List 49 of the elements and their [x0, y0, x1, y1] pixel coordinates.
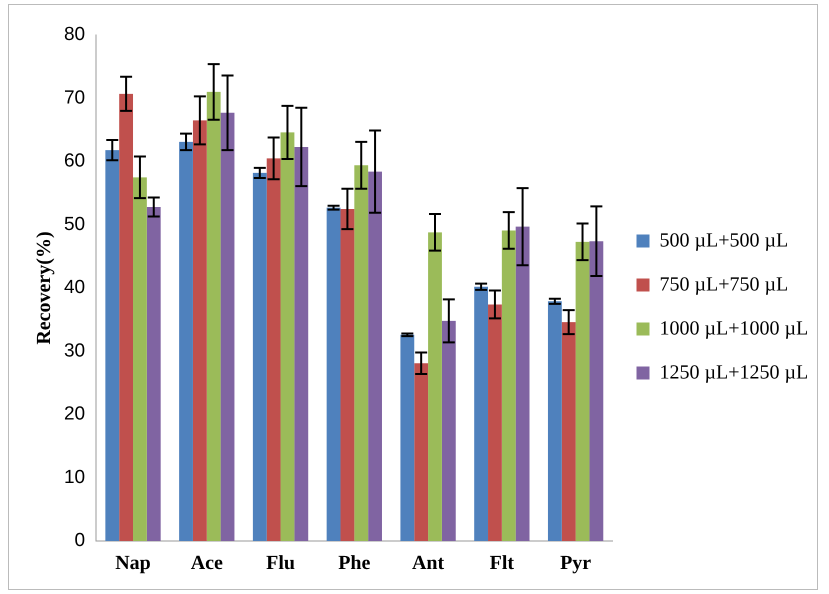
bar — [179, 142, 193, 541]
y-tick-label: 20 — [64, 404, 86, 425]
y-tick-label: 40 — [64, 277, 86, 298]
bar — [428, 232, 442, 541]
x-tick-label: Ace — [190, 552, 223, 574]
y-tick-label: 30 — [64, 340, 86, 362]
bar — [105, 150, 120, 541]
legend-label: 750 µL+750 µL — [660, 273, 788, 296]
bar — [502, 230, 516, 541]
x-tick-label: Flt — [490, 552, 514, 574]
legend-label: 1250 µL+1250 µL — [660, 361, 808, 384]
bar — [400, 334, 414, 541]
legend-label: 500 µL+500 µL — [660, 229, 788, 252]
x-tick-label: Flu — [266, 552, 296, 574]
bar — [442, 320, 456, 541]
bar — [146, 207, 161, 541]
y-tick-label: 70 — [64, 87, 86, 108]
y-tick-label: 60 — [64, 150, 86, 172]
bar — [516, 226, 530, 541]
bar — [220, 112, 234, 541]
y-tick-label: 80 — [64, 24, 86, 46]
bar — [562, 322, 576, 541]
bar — [252, 172, 267, 541]
bar — [266, 158, 281, 541]
y-tick-label: 0 — [74, 530, 86, 552]
bar — [340, 208, 354, 541]
bar — [589, 241, 604, 541]
bar — [548, 301, 562, 541]
x-tick-label: Ant — [412, 552, 445, 574]
bar — [576, 242, 590, 541]
bar — [280, 132, 294, 541]
y-axis-title: Recovery(%) — [33, 231, 56, 345]
bar — [294, 146, 308, 541]
bar — [326, 208, 340, 541]
bar — [354, 165, 368, 541]
bar — [414, 363, 428, 541]
bar — [192, 120, 207, 541]
x-tick-label: Nap — [115, 552, 151, 574]
y-tick-label: 50 — [64, 214, 86, 235]
x-tick-label: Phe — [338, 552, 371, 574]
x-tick-label: Pyr — [560, 552, 592, 574]
y-tick-label: 10 — [64, 466, 86, 488]
bar — [133, 177, 147, 541]
legend-label: 1000 µL+1000 µL — [660, 317, 808, 340]
bar — [119, 94, 134, 541]
bar — [474, 286, 488, 541]
bar — [206, 92, 221, 541]
bar — [368, 172, 382, 541]
bar — [488, 304, 502, 541]
